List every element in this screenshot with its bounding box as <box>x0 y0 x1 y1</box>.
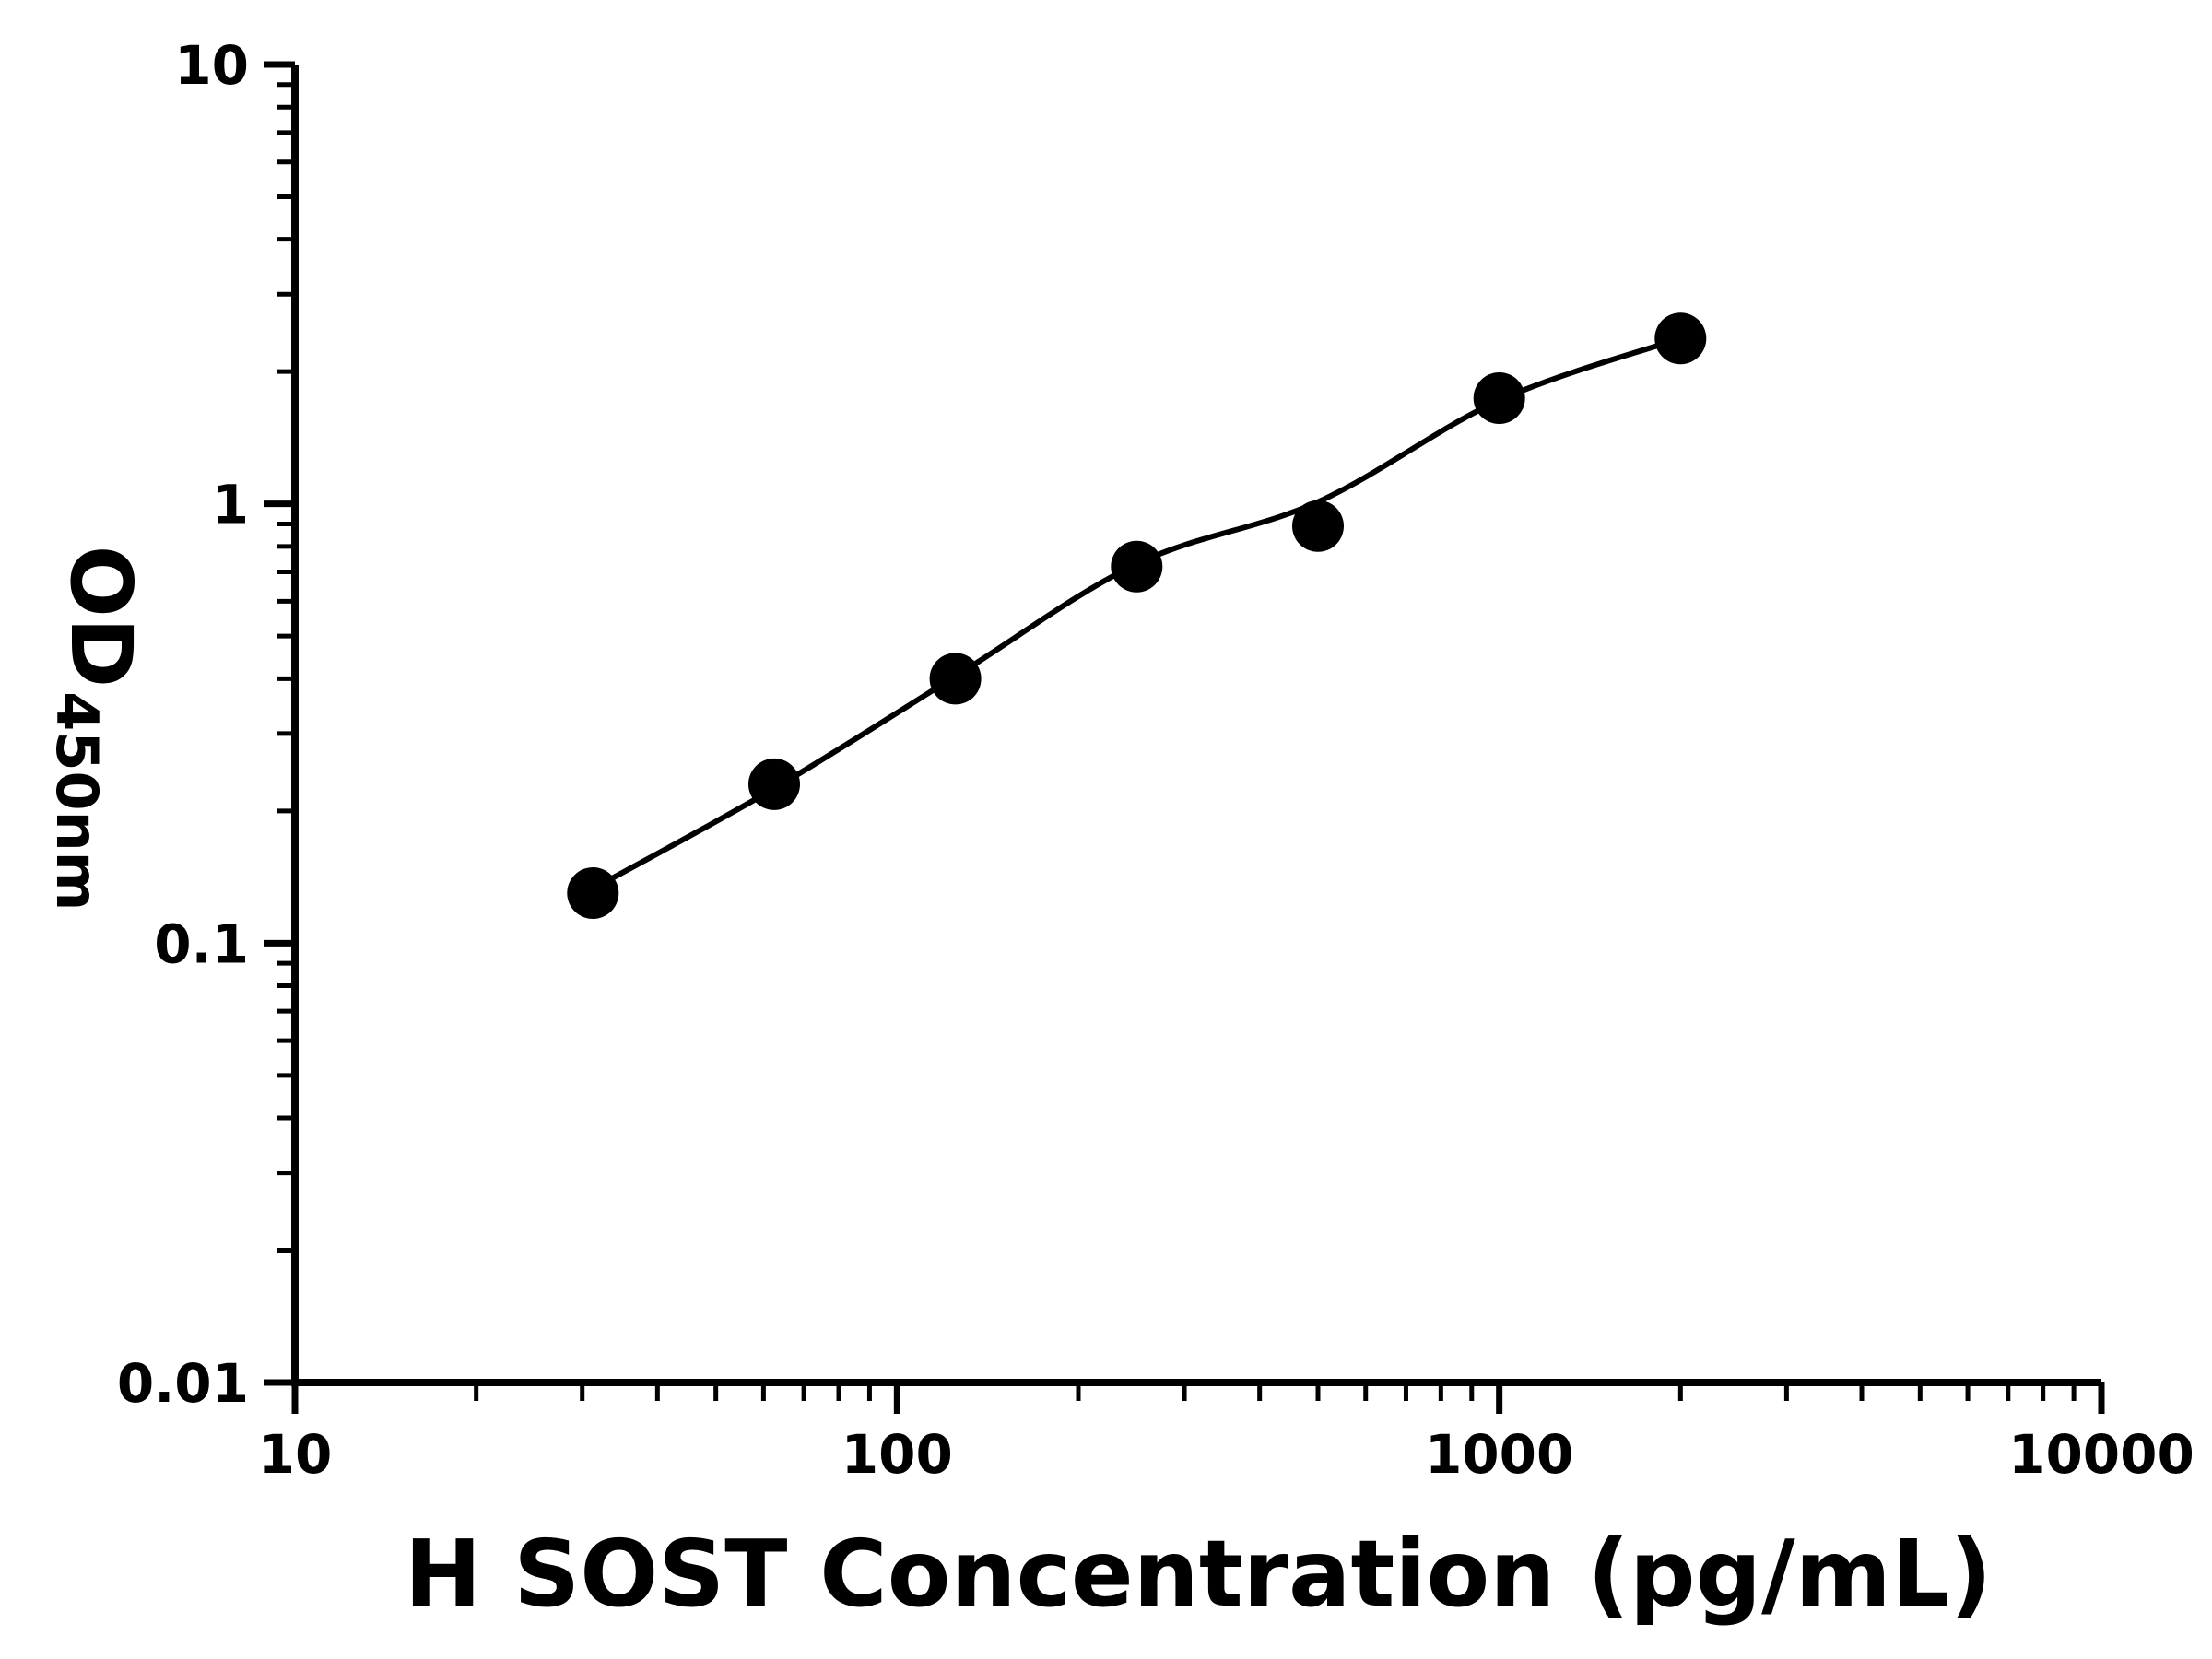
y-axis-title: OD 450nm <box>43 546 150 912</box>
y-tick-label: 10 <box>174 34 249 97</box>
data-point <box>567 867 619 919</box>
y-axis-title-subscript: 450nm <box>43 691 111 911</box>
data-point <box>1473 372 1525 424</box>
y-tick-label: 0.01 <box>117 1352 249 1415</box>
x-axis-title: H SOST Concentration (pg/mL) <box>405 1520 1993 1628</box>
ticks-layer <box>264 61 2105 1414</box>
fit-curve <box>590 335 1684 892</box>
y-axis-title-main: OD <box>52 546 150 688</box>
x-tick-label: 10 <box>258 1423 333 1486</box>
x-tick-label: 10000 <box>2008 1423 2194 1486</box>
x-tick-label: 1000 <box>1425 1423 1573 1486</box>
x-tick-label: 100 <box>841 1423 953 1486</box>
y-tick-label: 0.1 <box>154 912 249 975</box>
data-point <box>748 758 800 810</box>
data-point <box>929 653 982 705</box>
fit-curve-layer <box>590 335 1684 892</box>
axes-layer <box>291 65 2101 1386</box>
data-point <box>1654 312 1707 365</box>
data-point <box>1292 500 1344 552</box>
data-points-layer <box>567 312 1707 919</box>
y-tick-label: 1 <box>212 474 249 536</box>
data-point <box>1111 540 1163 593</box>
tick-labels-layer: 10 100 1000 10000 0.01 0.1 1 10 <box>117 34 2194 1486</box>
